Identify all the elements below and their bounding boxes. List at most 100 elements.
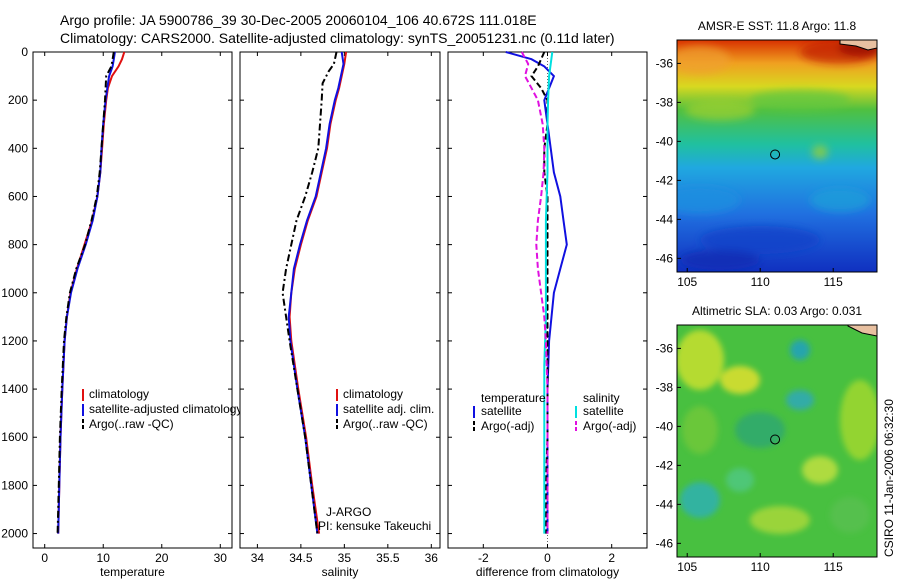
map-title: AMSR-E SST: 11.8 Argo: 11.8 [698,19,857,33]
x-tick-label: 115 [824,275,843,289]
x-tick-label: 0 [544,551,551,565]
x-tick-label: 10 [97,551,111,565]
y-tick-label: 0 [21,45,28,59]
argo-location-marker [770,434,781,445]
plot-frame [32,51,233,549]
sst-patch [812,145,828,159]
legend-entry: Argo(-adj) [583,419,636,433]
sla-patch [726,468,754,492]
legend-entry: satellite-adjusted climatology [89,402,242,416]
y-tick-label: 1000 [1,286,28,300]
pi-label: PI: kensuke Takeuchi [318,519,431,533]
x-tick-label: 30 [214,551,228,565]
x-tick-label: 0 [41,551,48,565]
figure-title-line-1: Argo profile: JA 5900786_39 30-Dec-2005 … [60,12,537,28]
y-tick-label: -42 [656,458,674,472]
y-tick-label: -40 [656,419,674,433]
sst-patch [685,100,755,120]
y-tick-label: -46 [656,251,674,265]
sla-patch [840,380,877,460]
y-tick-label: -38 [656,95,674,109]
sst-patch [677,186,740,214]
x-tick-label: 34.5 [289,551,313,565]
sst-patch [750,90,850,110]
source-timestamp-label: CSIRO 11-Jan-2006 06:32:30 [882,399,896,557]
map-frame [676,324,878,558]
sla-patch [750,506,810,534]
sla-patch [790,340,810,360]
sst-patch [680,250,760,270]
x-tick-label: 35 [338,551,352,565]
series-line-argo-raw-qc- [56,51,115,534]
legend-entry: Argo(..raw -QC) [89,417,174,431]
y-tick-label: 600 [8,189,28,203]
x-tick-label: 110 [751,275,770,289]
sla-patch [786,390,814,410]
y-tick-label: 1600 [1,430,28,444]
y-tick-label: 200 [8,93,28,107]
sla-patch [680,482,720,518]
argo-location-marker [770,149,781,160]
sla-patch [720,366,760,394]
sla-patch [735,412,785,448]
sla-patch [830,497,870,533]
x-tick-label: -2 [478,551,489,565]
legend-entry: satellite adj. clim. [343,402,434,416]
figure-title-line-2: Climatology: CARS2000. Satellite-adjuste… [60,30,615,46]
legend-entry: Argo(..raw -QC) [343,417,428,431]
sst-patch [677,46,730,74]
y-tick-label: 1800 [1,478,28,492]
y-tick-label: -36 [656,341,674,355]
temperature-profile: 0 10 20 30 0 200 400 600 800 1000 1200 1400 1600 1800… [1,45,242,579]
sst-patch [810,188,870,212]
x-tick-label: 115 [824,560,843,574]
y-tick-label: -36 [656,56,674,70]
y-tick-label: 1200 [1,334,28,348]
map-frame [676,39,878,273]
legend-entry: satellite [583,404,624,418]
map-field [677,40,877,272]
x-axis-label: difference from climatology [476,565,619,579]
series-line-argo-raw-qc- [281,51,338,534]
legend-title-temperature: temperature [481,391,546,405]
float-program-label: J-ARGO [326,505,371,519]
x-tick-label: 20 [155,551,169,565]
sla-patch [682,406,718,454]
sla-patch [677,330,724,390]
land-mass [839,40,877,51]
x-tick-label: 36 [425,551,439,565]
series-line-salinity-argo-adj- [520,51,549,534]
y-tick-label: -44 [656,497,674,511]
x-tick-label: 2 [608,551,615,565]
x-tick-label: 35.5 [376,551,400,565]
x-axis-label: temperature [100,565,165,579]
y-tick-label: 1400 [1,382,28,396]
legend-entry: Argo(-adj) [481,419,534,433]
x-tick-label: 110 [751,560,770,574]
y-tick-label: -42 [656,173,674,187]
series-line-salinity-satellite [543,51,554,534]
legend-title-salinity: salinity [583,391,620,405]
y-tick-label: -46 [656,536,674,550]
x-tick-label: 105 [677,275,697,289]
amsr-sst-map: AMSR-E SST: 11.8 Argo: 11.8 105 110 115 -36 -… [656,19,878,289]
sla-patch [802,456,838,484]
sla-texture [677,330,877,534]
legend-entry: climatology [89,387,149,401]
x-axis-label: salinity [322,565,359,579]
salinity-profile: 34 34.5 35 35.5 36 salinity climatologysatelli… [239,51,441,579]
map-field [677,325,877,557]
legend-entry: climatology [343,387,403,401]
y-tick-label: -40 [656,134,674,148]
y-tick-label: 800 [8,238,28,252]
y-tick-label: 2000 [1,527,28,541]
legend-entry: satellite [481,404,522,418]
y-tick-label: 400 [8,141,28,155]
x-tick-label: 105 [677,560,697,574]
plot-frame [239,51,441,549]
y-tick-label: -38 [656,380,674,394]
x-tick-label: 34 [251,551,265,565]
map-title: Altimetric SLA: 0.03 Argo: 0.031 [692,304,862,318]
